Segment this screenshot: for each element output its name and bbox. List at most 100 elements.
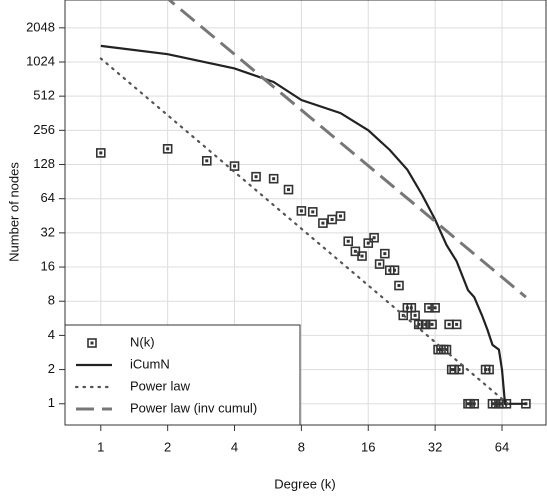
point bbox=[451, 319, 462, 330]
x-tick-label: 32 bbox=[428, 439, 442, 454]
point-center bbox=[452, 368, 456, 372]
point bbox=[357, 251, 367, 261]
point-center bbox=[372, 236, 376, 240]
point bbox=[363, 238, 374, 248]
point-center bbox=[427, 306, 431, 310]
y-tick-label: 32 bbox=[41, 224, 55, 239]
point bbox=[283, 184, 294, 195]
point-center bbox=[360, 254, 364, 258]
point bbox=[469, 398, 480, 409]
point-center bbox=[321, 221, 325, 225]
point-center bbox=[205, 159, 209, 163]
point bbox=[307, 207, 318, 217]
y-tick-label: 8 bbox=[48, 293, 55, 308]
point bbox=[318, 218, 328, 228]
point-center bbox=[430, 322, 434, 326]
point bbox=[369, 232, 379, 243]
legend-label: iCumN bbox=[130, 356, 170, 371]
y-axis-label: Number of nodes bbox=[6, 162, 21, 262]
point bbox=[296, 206, 307, 216]
point-center bbox=[254, 175, 258, 179]
y-tick-label: 256 bbox=[33, 122, 55, 137]
point-center bbox=[392, 268, 396, 272]
point bbox=[420, 319, 431, 330]
x-axis-label: Degree (k) bbox=[274, 476, 335, 491]
point-center bbox=[436, 348, 440, 352]
point-center bbox=[397, 284, 401, 288]
legend-label: Power law (inv cumul) bbox=[130, 400, 257, 415]
point-center bbox=[494, 402, 498, 406]
point-center bbox=[487, 368, 491, 372]
point-center bbox=[466, 402, 470, 406]
y-tick-label: 512 bbox=[33, 88, 55, 103]
point bbox=[441, 344, 452, 355]
point-center bbox=[90, 341, 94, 345]
point bbox=[484, 364, 494, 375]
point-center bbox=[444, 348, 448, 352]
point bbox=[427, 319, 437, 330]
y-tick-label: 2048 bbox=[26, 19, 55, 34]
plot-area bbox=[95, 0, 531, 409]
legend-label: Power law bbox=[130, 378, 191, 393]
point-center bbox=[99, 151, 103, 155]
x-tick-label: 2 bbox=[164, 439, 171, 454]
point-center bbox=[166, 147, 170, 151]
point-center bbox=[330, 217, 334, 221]
point-center bbox=[457, 368, 461, 372]
line-series bbox=[100, 44, 526, 405]
point-center bbox=[447, 322, 451, 326]
point-center bbox=[299, 209, 303, 213]
y-tick-label: 16 bbox=[41, 258, 55, 273]
point bbox=[394, 280, 404, 291]
x-tick-label: 8 bbox=[298, 439, 305, 454]
y-tick-label: 4 bbox=[48, 327, 55, 342]
point bbox=[268, 173, 279, 184]
point-center bbox=[433, 306, 437, 310]
x-tick-label: 16 bbox=[361, 439, 375, 454]
point-center bbox=[287, 188, 291, 192]
point-center bbox=[450, 368, 454, 372]
point bbox=[201, 156, 212, 166]
point-center bbox=[366, 241, 370, 245]
point bbox=[424, 303, 434, 313]
point bbox=[87, 338, 97, 348]
point bbox=[95, 148, 106, 158]
x-tick-label: 64 bbox=[495, 439, 509, 454]
point-center bbox=[409, 306, 413, 310]
point-center bbox=[339, 214, 343, 218]
point bbox=[410, 310, 420, 321]
point bbox=[162, 144, 173, 154]
y-tick-label: 2 bbox=[48, 361, 55, 376]
point-center bbox=[346, 239, 350, 243]
y-tick-label: 64 bbox=[41, 190, 55, 205]
point bbox=[343, 236, 354, 247]
point-center bbox=[383, 252, 387, 256]
point bbox=[229, 161, 240, 171]
point-center bbox=[311, 210, 315, 214]
x-tick-label: 4 bbox=[231, 439, 238, 454]
point bbox=[251, 171, 261, 182]
point-center bbox=[455, 322, 459, 326]
legend-label: N(k) bbox=[130, 334, 155, 349]
point-center bbox=[439, 348, 443, 352]
line-series bbox=[166, 0, 527, 299]
point bbox=[380, 248, 390, 259]
point-center bbox=[353, 249, 357, 253]
point bbox=[430, 303, 440, 313]
point bbox=[454, 364, 464, 375]
legend: N(k) iCumN Power law Power law (inv cumul) bbox=[64, 324, 301, 426]
point-center bbox=[497, 402, 501, 406]
plot-frame bbox=[64, 0, 547, 426]
y-tick-label: 1 bbox=[48, 395, 55, 410]
point-center bbox=[233, 164, 237, 168]
y-tick-label: 1024 bbox=[26, 53, 55, 68]
line-series bbox=[99, 57, 509, 405]
point-center bbox=[272, 177, 276, 181]
point-center bbox=[413, 313, 417, 317]
point-center bbox=[424, 322, 428, 326]
point-center bbox=[378, 262, 382, 266]
y-tick-label: 128 bbox=[33, 156, 55, 171]
point-center bbox=[472, 402, 476, 406]
point bbox=[335, 211, 346, 221]
